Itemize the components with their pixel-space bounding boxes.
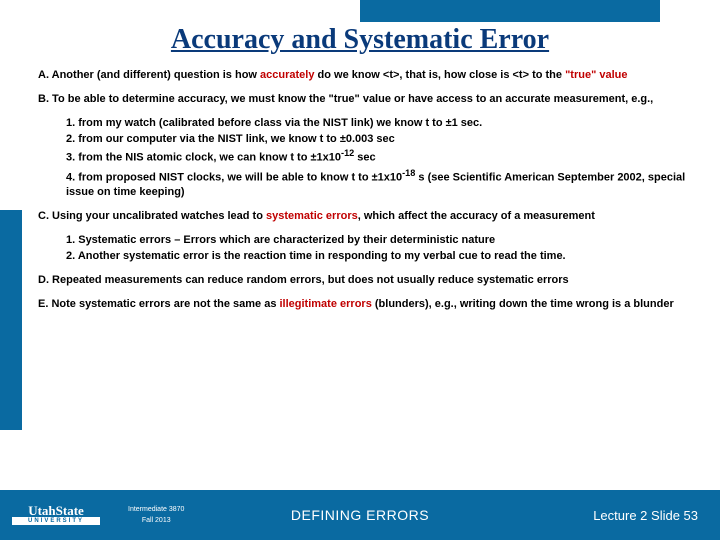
slide-number: Lecture 2 Slide 53 bbox=[593, 508, 698, 523]
item-c-highlight: systematic errors bbox=[266, 210, 358, 222]
item-b1: 1. from my watch (calibrated before clas… bbox=[38, 116, 692, 131]
item-e-pre: E. Note systematic errors are not the sa… bbox=[38, 298, 280, 310]
item-a-post: do we know <t>, that is, how close is <t… bbox=[314, 69, 565, 81]
item-c-post: , which affect the accuracy of a measure… bbox=[358, 210, 595, 222]
course-name: Intermediate 3870 bbox=[128, 504, 184, 515]
item-e: E. Note systematic errors are not the sa… bbox=[38, 297, 692, 312]
item-c-pre: C. Using your uncalibrated watches lead … bbox=[38, 210, 266, 222]
item-b4-exp: -18 bbox=[402, 168, 415, 178]
item-c2: 2. Another systematic error is the react… bbox=[38, 249, 692, 264]
item-c1: 1. Systematic errors – Errors which are … bbox=[38, 233, 692, 248]
university-logo: UtahState UNIVERSITY bbox=[12, 505, 100, 526]
item-b: B. To be able to determine accuracy, we … bbox=[38, 92, 692, 107]
course-info: Intermediate 3870 Fall 2013 bbox=[128, 504, 184, 526]
logo-name: UtahState bbox=[12, 505, 100, 517]
slide-title: Accuracy and Systematic Error bbox=[0, 24, 720, 56]
item-e-highlight: illegitimate errors bbox=[280, 298, 372, 310]
item-a-highlight: accurately bbox=[260, 69, 314, 81]
item-b3-pre: 3. from the NIS atomic clock, we can kno… bbox=[66, 152, 341, 164]
item-e-post: (blunders), e.g., writing down the time … bbox=[372, 298, 674, 310]
item-b3-exp: -12 bbox=[341, 148, 354, 158]
item-d: D. Repeated measurements can reduce rand… bbox=[38, 273, 692, 288]
item-a-pre: A. Another (and different) question is h… bbox=[38, 69, 260, 81]
item-b4-pre: 4. from proposed NIST clocks, we will be… bbox=[66, 172, 402, 184]
course-term: Fall 2013 bbox=[128, 515, 184, 526]
logo-university: UNIVERSITY bbox=[12, 517, 100, 525]
item-b4: 4. from proposed NIST clocks, we will be… bbox=[38, 167, 692, 200]
item-b2: 2. from our computer via the NIST link, … bbox=[38, 132, 692, 147]
slide-body: A. Another (and different) question is h… bbox=[38, 68, 692, 320]
item-c: C. Using your uncalibrated watches lead … bbox=[38, 209, 692, 224]
item-b3-post: sec bbox=[354, 152, 375, 164]
left-accent-bar bbox=[0, 210, 22, 430]
top-accent-bar bbox=[360, 0, 660, 22]
item-b3: 3. from the NIS atomic clock, we can kno… bbox=[38, 147, 692, 166]
footer-center-label: DEFINING ERRORS bbox=[291, 507, 429, 523]
item-a: A. Another (and different) question is h… bbox=[38, 68, 692, 83]
footer-bar: UtahState UNIVERSITY Intermediate 3870 F… bbox=[0, 490, 720, 540]
item-a-highlight2: "true" value bbox=[565, 69, 627, 81]
